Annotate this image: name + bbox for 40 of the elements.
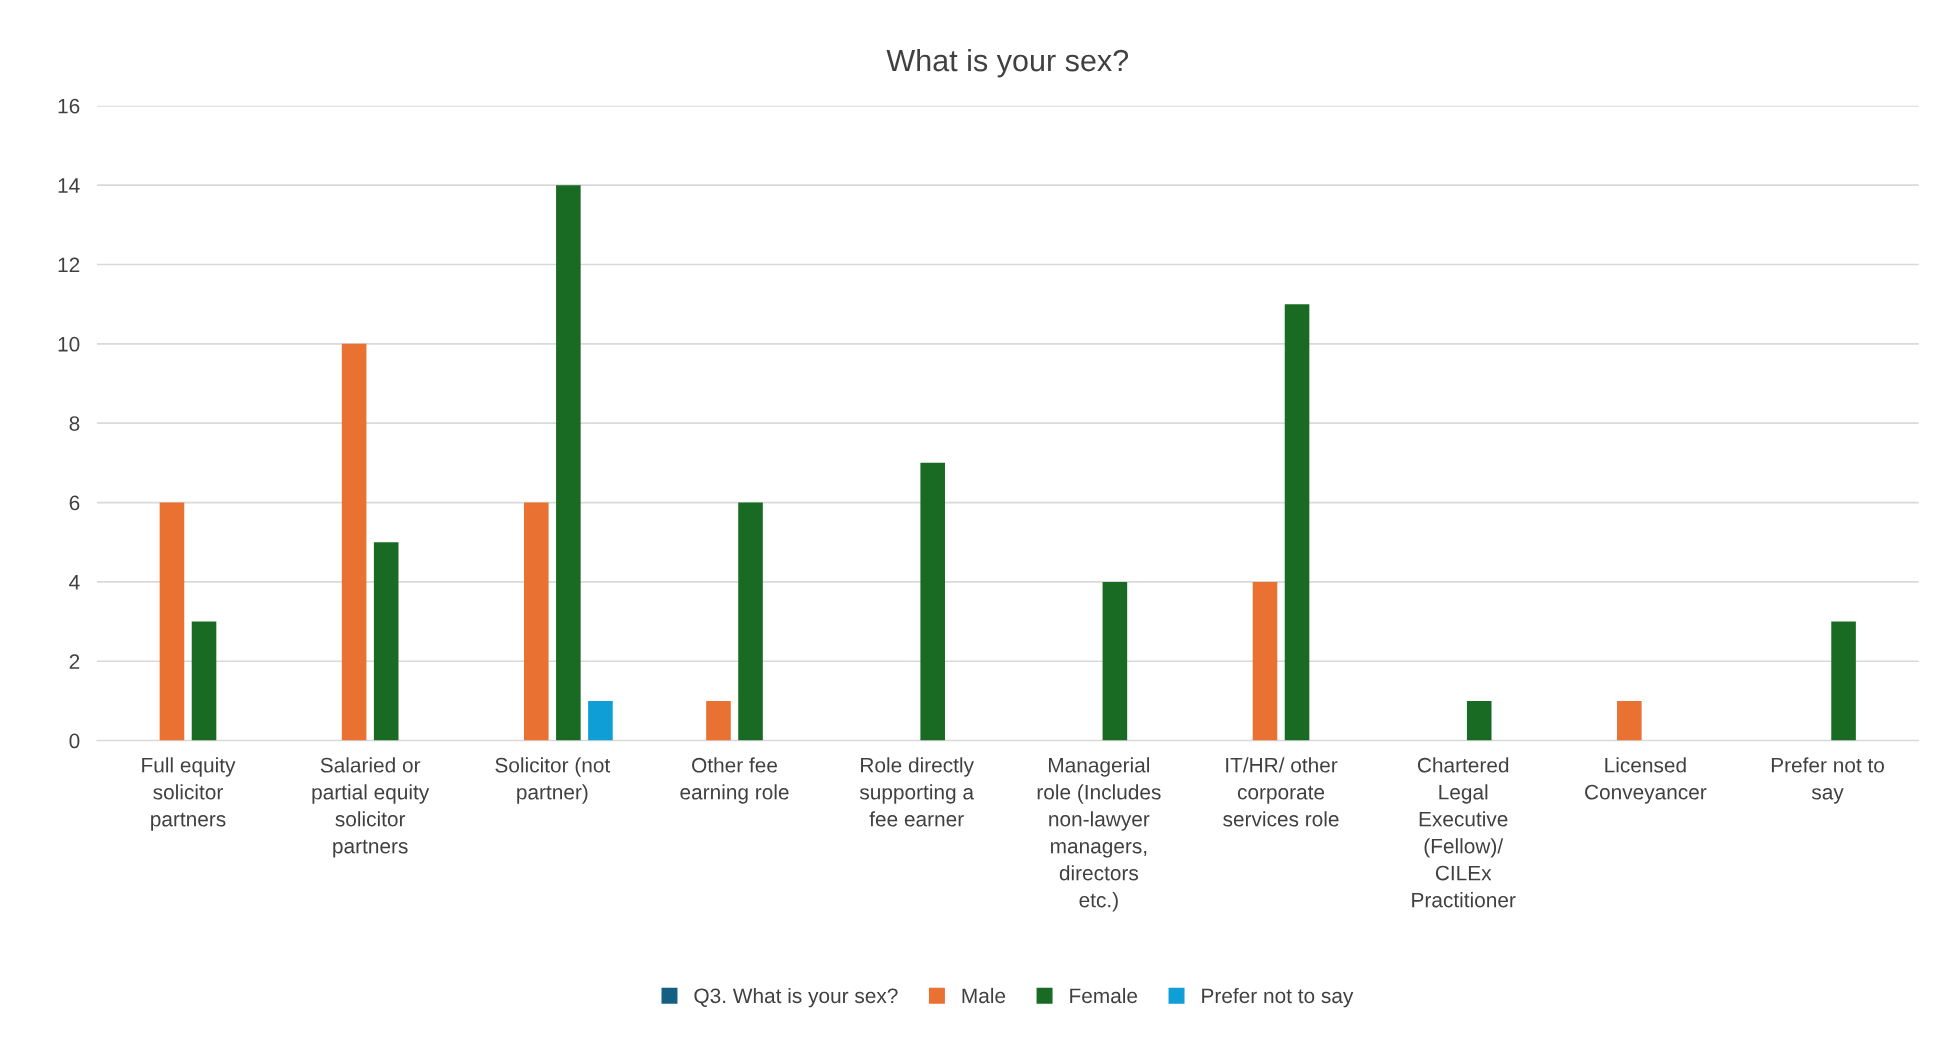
bar xyxy=(373,542,399,741)
y-tick-label: 4 xyxy=(69,575,80,590)
x-tick-label: Prefer not to say xyxy=(1771,757,1884,804)
x-tick-label: Managerial role (Includes non-lawyer managers, directors etc.) xyxy=(1037,757,1161,912)
x-tick-label: Role directly supporting a fee earner xyxy=(859,757,975,827)
bar xyxy=(738,502,763,741)
legend-label: Q3. What is your sex? xyxy=(694,987,898,1008)
y-tick-label: 8 xyxy=(69,416,80,431)
bar xyxy=(1284,304,1310,741)
y-tick-label: 10 xyxy=(58,336,80,352)
bar xyxy=(920,462,945,741)
x-tick-label: IT/HR/ other corporate services role xyxy=(1223,757,1339,827)
y-tick-label: 6 xyxy=(69,495,80,511)
chart-title: What is your sex? xyxy=(886,48,1129,78)
y-tick-label: 12 xyxy=(58,257,80,273)
x-tick-label: Full equity solicitor partners xyxy=(142,757,236,831)
bar xyxy=(1831,621,1856,741)
bar xyxy=(1252,581,1278,741)
y-tick-label: 2 xyxy=(69,654,80,669)
legend-label: Male xyxy=(962,987,1006,1004)
x-tick-label: Chartered Legal Executive (Fellow)/ CILEx Practitioner xyxy=(1412,757,1516,908)
x-tick-label: Salaried or partial equity solicitor partners xyxy=(312,757,430,858)
bar xyxy=(191,621,217,741)
bar xyxy=(588,700,613,741)
y-tick-label: 16 xyxy=(58,98,80,114)
legend-label: Female xyxy=(1070,987,1138,1004)
bar xyxy=(1466,700,1492,741)
bar xyxy=(1617,700,1642,741)
x-tick-label: Solicitor (not partner) xyxy=(495,757,611,804)
y-tick-label: 0 xyxy=(69,733,80,749)
x-tick-label: Licensed Conveyancer xyxy=(1585,757,1707,804)
legend-label: Prefer not to say xyxy=(1202,987,1354,1008)
bar xyxy=(341,343,367,741)
bar xyxy=(706,700,731,741)
bar xyxy=(159,502,185,741)
x-tick-label: Other fee earning role xyxy=(680,757,789,804)
bar xyxy=(524,502,549,741)
bar xyxy=(556,185,581,741)
bar xyxy=(1102,581,1128,741)
y-tick-label: 14 xyxy=(58,178,80,193)
